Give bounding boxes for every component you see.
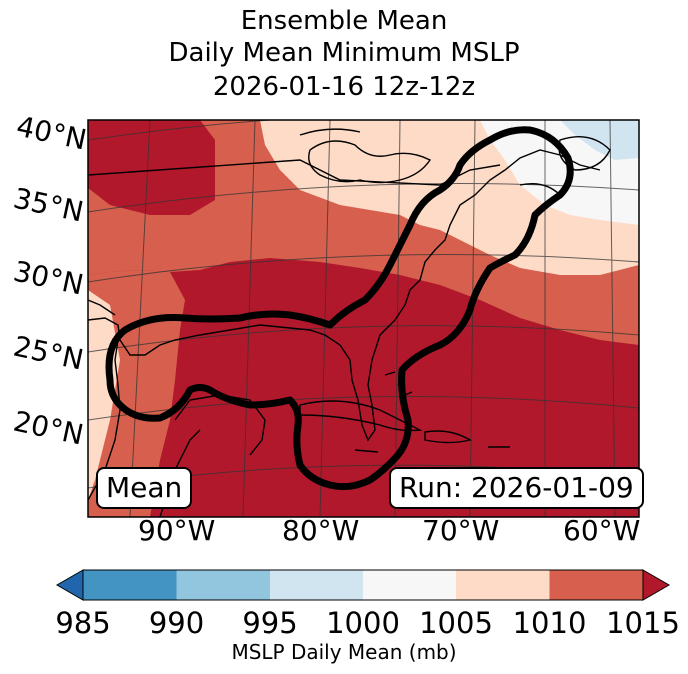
us-border	[88, 159, 501, 186]
map-frame	[87, 119, 640, 518]
colorbar-seg-1010-1015	[549, 570, 643, 600]
meridian-70w	[469, 120, 476, 517]
great-lakes	[308, 140, 432, 184]
parallel-40n	[88, 120, 639, 141]
gulf-coast	[88, 149, 601, 442]
colorbar-seg-995-1000	[270, 570, 363, 600]
lon-label-70: 70°W	[422, 514, 499, 547]
colorbar-seg-985-990	[83, 570, 177, 600]
colorbar-seg-1000-1005	[363, 570, 456, 600]
title-line-1: Ensemble Mean	[240, 6, 448, 36]
colorbar-seg-990-995	[176, 570, 270, 600]
lat-label-30: 30°N	[11, 255, 87, 302]
parallel-20n	[88, 395, 639, 421]
colorbar: 985 990 995 1000 1005 1010 1015	[55, 569, 680, 640]
lon-label-60: 60°W	[563, 514, 640, 547]
lon-label-80: 80°W	[282, 514, 359, 547]
colorbar-seg-1005-1010	[456, 570, 550, 600]
mean-label-box: Mean	[96, 467, 193, 509]
newfoundland	[558, 136, 611, 171]
parallel-35n	[88, 183, 639, 213]
colorbar-tick-1000: 1000	[326, 606, 400, 640]
meridian-75w	[394, 120, 401, 517]
colorbar-label: MSLP Daily Mean (mb)	[231, 640, 457, 664]
meridian-60w	[609, 120, 616, 517]
lat-label-40: 40°N	[14, 110, 90, 157]
yucatan	[174, 394, 266, 456]
lon-label-90: 90°W	[138, 514, 215, 547]
lat-label-35: 35°N	[11, 182, 87, 229]
colorbar-tick-1015: 1015	[606, 606, 680, 640]
parallel-30n	[88, 253, 639, 283]
field-995-1000	[560, 120, 639, 160]
title-line-3: 2026-01-16 12z-12z	[212, 72, 476, 102]
colorbar-extend-low	[55, 569, 84, 601]
lake-superior	[299, 128, 361, 136]
graticule	[88, 120, 639, 517]
colorbar-tick-1010: 1010	[513, 606, 587, 640]
colorbar-tick-1005: 1005	[419, 606, 493, 640]
bold-outline-contour	[105, 126, 574, 491]
colorbar-tick-995: 995	[242, 606, 297, 640]
meridian-95w	[129, 120, 151, 517]
colorbar-tick-985: 985	[55, 606, 110, 640]
run-label-box: Run: 2026-01-09	[389, 467, 644, 509]
jamaica	[354, 449, 379, 453]
title-line-2: Daily Mean Minimum MSLP	[168, 38, 520, 68]
coastlines	[88, 128, 611, 517]
colorbar-tick-990: 990	[149, 606, 204, 640]
lat-label-25: 25°N	[11, 330, 87, 377]
meridian-80w	[319, 120, 331, 517]
colorbar-extend-high	[642, 569, 671, 601]
mexico-border	[88, 299, 116, 316]
cuba	[299, 400, 423, 432]
hispaniola	[424, 430, 472, 444]
parallel-25n	[88, 325, 639, 353]
lat-label-20: 20°N	[11, 405, 87, 452]
